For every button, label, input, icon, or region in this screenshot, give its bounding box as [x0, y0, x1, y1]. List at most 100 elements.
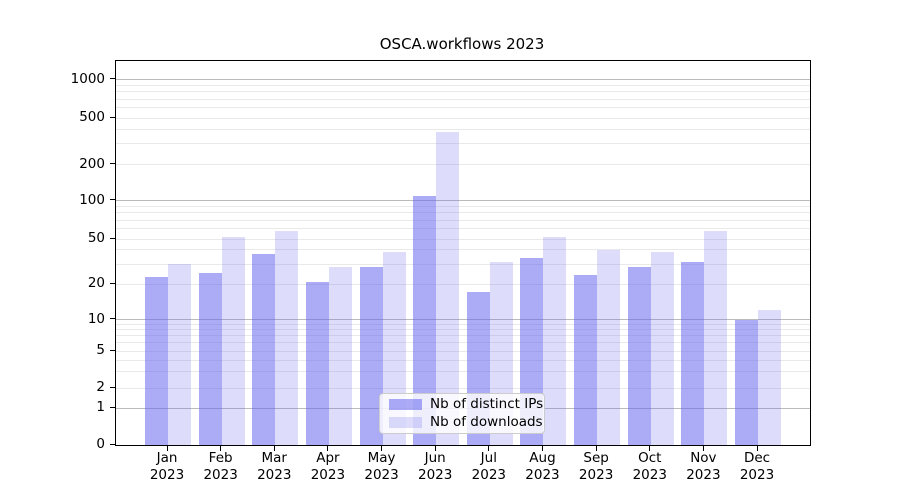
bar-downloads [328, 267, 352, 445]
minor-gridline [116, 329, 810, 331]
legend-item-downloads: Nb of downloads [389, 415, 543, 430]
bar-distinct-ips [574, 275, 598, 445]
y-tick-mark [110, 406, 115, 408]
y-tick-label: 2 [96, 379, 105, 395]
x-tick-mark [381, 446, 383, 451]
x-tick-label: Feb 2023 [203, 450, 238, 483]
y-tick-label: 10 [87, 310, 105, 327]
minor-gridline [116, 212, 810, 214]
legend-item-distinct-ips: Nb of distinct IPs [389, 397, 543, 412]
y-tick-label: 20 [87, 275, 105, 291]
x-tick-mark [434, 446, 436, 451]
bar-downloads [275, 230, 299, 445]
y-tick-label: 5 [96, 342, 105, 358]
y-tick-label: 100 [79, 191, 105, 208]
bar-distinct-ips [252, 253, 276, 445]
minor-gridline [116, 117, 810, 119]
bar-distinct-ips [145, 277, 168, 445]
bar-distinct-ips [359, 267, 383, 445]
minor-gridline [116, 228, 810, 230]
y-tick-mark [110, 386, 115, 388]
y-tick-mark [110, 163, 115, 164]
minor-gridline [116, 335, 810, 337]
bar-downloads [436, 131, 460, 445]
bar-distinct-ips [413, 195, 437, 445]
x-tick-label: Dec 2023 [739, 450, 775, 483]
bar-downloads [168, 264, 191, 445]
minor-gridline [116, 219, 810, 221]
bar-distinct-ips [198, 273, 222, 445]
major-gridline [116, 200, 810, 201]
y-tick-label: 50 [87, 230, 105, 246]
minor-gridline [116, 98, 810, 100]
minor-gridline [116, 107, 810, 109]
x-tick-mark [488, 446, 490, 451]
bar-distinct-ips [735, 319, 759, 445]
y-tick-label: 0 [96, 436, 105, 452]
x-tick-mark [327, 446, 329, 451]
x-tick-label: Oct 2023 [632, 450, 667, 483]
minor-gridline [116, 359, 810, 361]
y-tick-mark [110, 237, 115, 239]
x-tick-mark [595, 446, 597, 451]
x-tick-mark [702, 446, 704, 451]
minor-gridline [116, 84, 810, 86]
x-tick-mark [541, 446, 543, 451]
legend-label-downloads: Nb of downloads [430, 414, 543, 430]
bar-distinct-ips [305, 281, 329, 445]
y-tick-label: 500 [79, 109, 105, 125]
x-tick-label: Mar 2023 [257, 450, 292, 483]
y-tick-mark [110, 318, 115, 319]
chart-title: OSCA.workflows 2023 [379, 35, 545, 53]
x-tick-label: Nov 2023 [686, 450, 721, 483]
minor-gridline [116, 283, 810, 285]
bar-downloads [221, 236, 245, 445]
minor-gridline [116, 350, 810, 352]
x-tick-label: Jun 2023 [418, 450, 453, 483]
minor-gridline [116, 371, 810, 373]
bar-downloads [758, 310, 782, 445]
x-tick-mark [649, 446, 651, 451]
minor-gridline [116, 128, 810, 130]
legend-label-distinct-ips: Nb of distinct IPs [430, 396, 544, 412]
x-tick-label: Sep 2023 [578, 450, 614, 483]
minor-gridline [116, 91, 810, 93]
x-tick-mark [220, 446, 222, 451]
x-tick-mark [756, 446, 758, 451]
legend-swatch-downloads [389, 417, 422, 428]
y-tick-label: 1000 [70, 70, 105, 87]
y-tick-mark [110, 443, 115, 445]
legend-swatch-distinct-ips [389, 399, 422, 410]
legend: Nb of distinct IPs Nb of downloads [379, 393, 545, 434]
minor-gridline [116, 238, 810, 240]
plot-area [115, 60, 811, 446]
y-tick-mark [110, 116, 115, 118]
bar-downloads [543, 236, 567, 445]
y-tick-label: 1 [96, 399, 105, 415]
minor-gridline [116, 249, 810, 251]
minor-gridline [116, 263, 810, 265]
x-tick-label: Apr 2023 [310, 450, 346, 483]
major-gridline [116, 79, 810, 80]
y-tick-label: 200 [79, 155, 105, 172]
y-tick-mark [110, 349, 115, 351]
x-tick-label: Jul 2023 [471, 450, 506, 483]
x-tick-mark [166, 446, 168, 451]
bar-distinct-ips [627, 267, 651, 445]
x-tick-label: May 2023 [364, 450, 399, 483]
bar-distinct-ips [681, 262, 705, 445]
bar-downloads [650, 252, 674, 445]
x-tick-label: Jan 2023 [149, 450, 185, 483]
minor-gridline [116, 342, 810, 344]
bar-downloads [597, 249, 621, 445]
minor-gridline [116, 143, 810, 145]
x-tick-label: Aug 2023 [525, 450, 560, 483]
minor-gridline [116, 387, 810, 389]
minor-gridline [116, 323, 810, 325]
x-tick-mark [273, 446, 275, 451]
y-tick-mark [110, 78, 115, 79]
major-gridline [116, 319, 810, 320]
y-tick-mark [110, 199, 115, 200]
y-tick-mark [110, 282, 115, 284]
